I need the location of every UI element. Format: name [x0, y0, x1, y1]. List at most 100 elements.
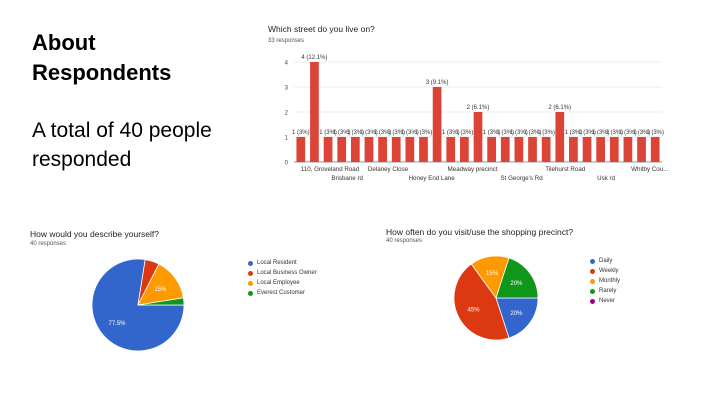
bar-data-label: 1 (3%): [346, 130, 364, 136]
pie-slice: [495, 297, 539, 339]
bar-data-label: 1 (3%): [619, 130, 637, 136]
bar: [582, 137, 592, 162]
visit-chart-responses: 40 responses: [386, 238, 423, 244]
bar: [337, 137, 347, 162]
slide-title: About Respondents: [32, 28, 171, 88]
bar: [460, 137, 469, 162]
legend-swatch: [590, 298, 595, 304]
bar: [432, 87, 442, 162]
bar-data-label: 2 (6.1%): [467, 105, 490, 111]
legend-item: Daily: [590, 256, 620, 266]
pie-slice-label: 20%: [510, 311, 523, 317]
bar-data-label: 4 (12.1%): [301, 55, 327, 61]
pie-slice-label: 20%: [510, 281, 523, 287]
legend-item: Everest Customer: [248, 288, 317, 298]
bar: [391, 137, 401, 162]
pie-slice-label: 15%: [154, 287, 167, 293]
bar: [296, 137, 306, 162]
legend-swatch: [248, 260, 253, 266]
bar: [596, 137, 606, 162]
describe-chart-title: How would you describe yourself?: [30, 229, 159, 239]
legend-item: Rarely: [590, 286, 620, 296]
street-chart-title: Which street do you live on?: [268, 24, 375, 34]
bar-data-label: 1 (3%): [442, 130, 460, 136]
bar-data-label: 1 (3%): [401, 130, 419, 136]
bar-data-label: 1 (3%): [646, 130, 664, 136]
legend-item: Never: [590, 296, 620, 306]
pie-slice: [137, 297, 185, 306]
bar: [473, 112, 483, 162]
x-tick-label: St George's Rd: [501, 175, 544, 182]
bar: [637, 137, 646, 162]
bar: [364, 137, 374, 162]
bar-data-label: 1 (3%): [578, 130, 596, 136]
pie-slice-label: 45%: [468, 307, 481, 313]
bar-data-label: 1 (3%): [510, 130, 528, 136]
slide-subtitle-line-2: responded: [32, 148, 132, 171]
legend-swatch: [590, 268, 595, 274]
bar-data-label: 1 (3%): [319, 130, 337, 136]
bar-data-label: 1 (3%): [292, 130, 310, 136]
x-tick-label: Brisbane rd: [331, 175, 363, 182]
bar-data-label: 3 (9.1%): [426, 80, 449, 86]
x-tick-label: 110, Groveland Road: [301, 166, 360, 173]
slide-subtitle-line-1: A total of 40 people: [32, 119, 212, 142]
bar: [623, 137, 633, 162]
legend-item: Local Employee: [248, 278, 317, 288]
y-tick-label: 0: [285, 161, 289, 167]
bar: [555, 112, 565, 162]
pie-slice: [495, 257, 539, 299]
pie-slice: [453, 263, 510, 341]
slide-subtitle: A total of 40 people responded: [32, 116, 252, 174]
legend-label: Weekly: [599, 268, 619, 274]
bar: [609, 137, 619, 162]
bar: [310, 62, 319, 162]
legend-item: Local Business Owner: [248, 268, 317, 278]
legend-swatch: [248, 280, 253, 286]
bar-data-label: 1 (3%): [483, 130, 501, 136]
legend-swatch: [248, 270, 253, 276]
legend-swatch: [590, 258, 595, 264]
visit-legend: Daily Weekly Monthly Rarely Never: [590, 256, 620, 306]
bar: [405, 137, 415, 162]
bar: [650, 137, 660, 162]
describe-legend: Local Resident Local Business Owner Local …: [248, 258, 317, 298]
x-tick-label: Meadway precinct: [448, 166, 498, 173]
bar-data-label: 1 (3%): [524, 130, 542, 136]
legend-swatch: [248, 290, 253, 296]
slide-title-line-1: About: [32, 30, 96, 55]
bar: [569, 137, 578, 162]
legend-label: Never: [599, 298, 616, 304]
bar: [528, 137, 537, 162]
x-tick-label: Usk rd: [597, 175, 615, 182]
pie-slice-label: 77.5%: [109, 321, 127, 327]
legend-swatch: [590, 288, 595, 294]
describe-pie-chart: 77.5% 15%: [91, 258, 185, 352]
bar: [378, 137, 387, 162]
legend-label: Rarely: [599, 288, 617, 294]
bar: [419, 137, 428, 162]
legend-item: Local Resident: [248, 258, 317, 268]
legend-label: Monthly: [599, 278, 621, 284]
legend-label: Local Business Owner: [257, 270, 317, 276]
bar-data-label: 1 (3%): [456, 130, 474, 136]
bar-data-label: 1 (3%): [592, 130, 610, 136]
bar-data-label: 1 (3%): [496, 130, 514, 136]
x-tick-label: Honey End Lane: [409, 175, 456, 182]
bar: [323, 137, 333, 162]
bar: [500, 137, 510, 162]
slide-title-line-2: Respondents: [32, 60, 172, 85]
bar-data-label: 1 (3%): [537, 130, 555, 136]
x-tick-label: Tilehurst Road: [545, 166, 586, 173]
bar-data-label: 1 (3%): [374, 130, 392, 136]
legend-label: Daily: [599, 258, 613, 264]
bar-data-label: 1 (3%): [360, 130, 378, 136]
x-tick-label: Whitby Cou...: [631, 166, 668, 173]
visit-pie-chart: 20% 45% 15% 20%: [453, 255, 539, 341]
bar-data-label: 2 (6.1%): [548, 105, 571, 111]
street-chart-responses: 33 responses: [268, 38, 305, 44]
describe-chart-responses: 40 responses: [30, 241, 67, 247]
legend-label: Local Resident: [257, 260, 297, 266]
bar: [487, 137, 496, 162]
